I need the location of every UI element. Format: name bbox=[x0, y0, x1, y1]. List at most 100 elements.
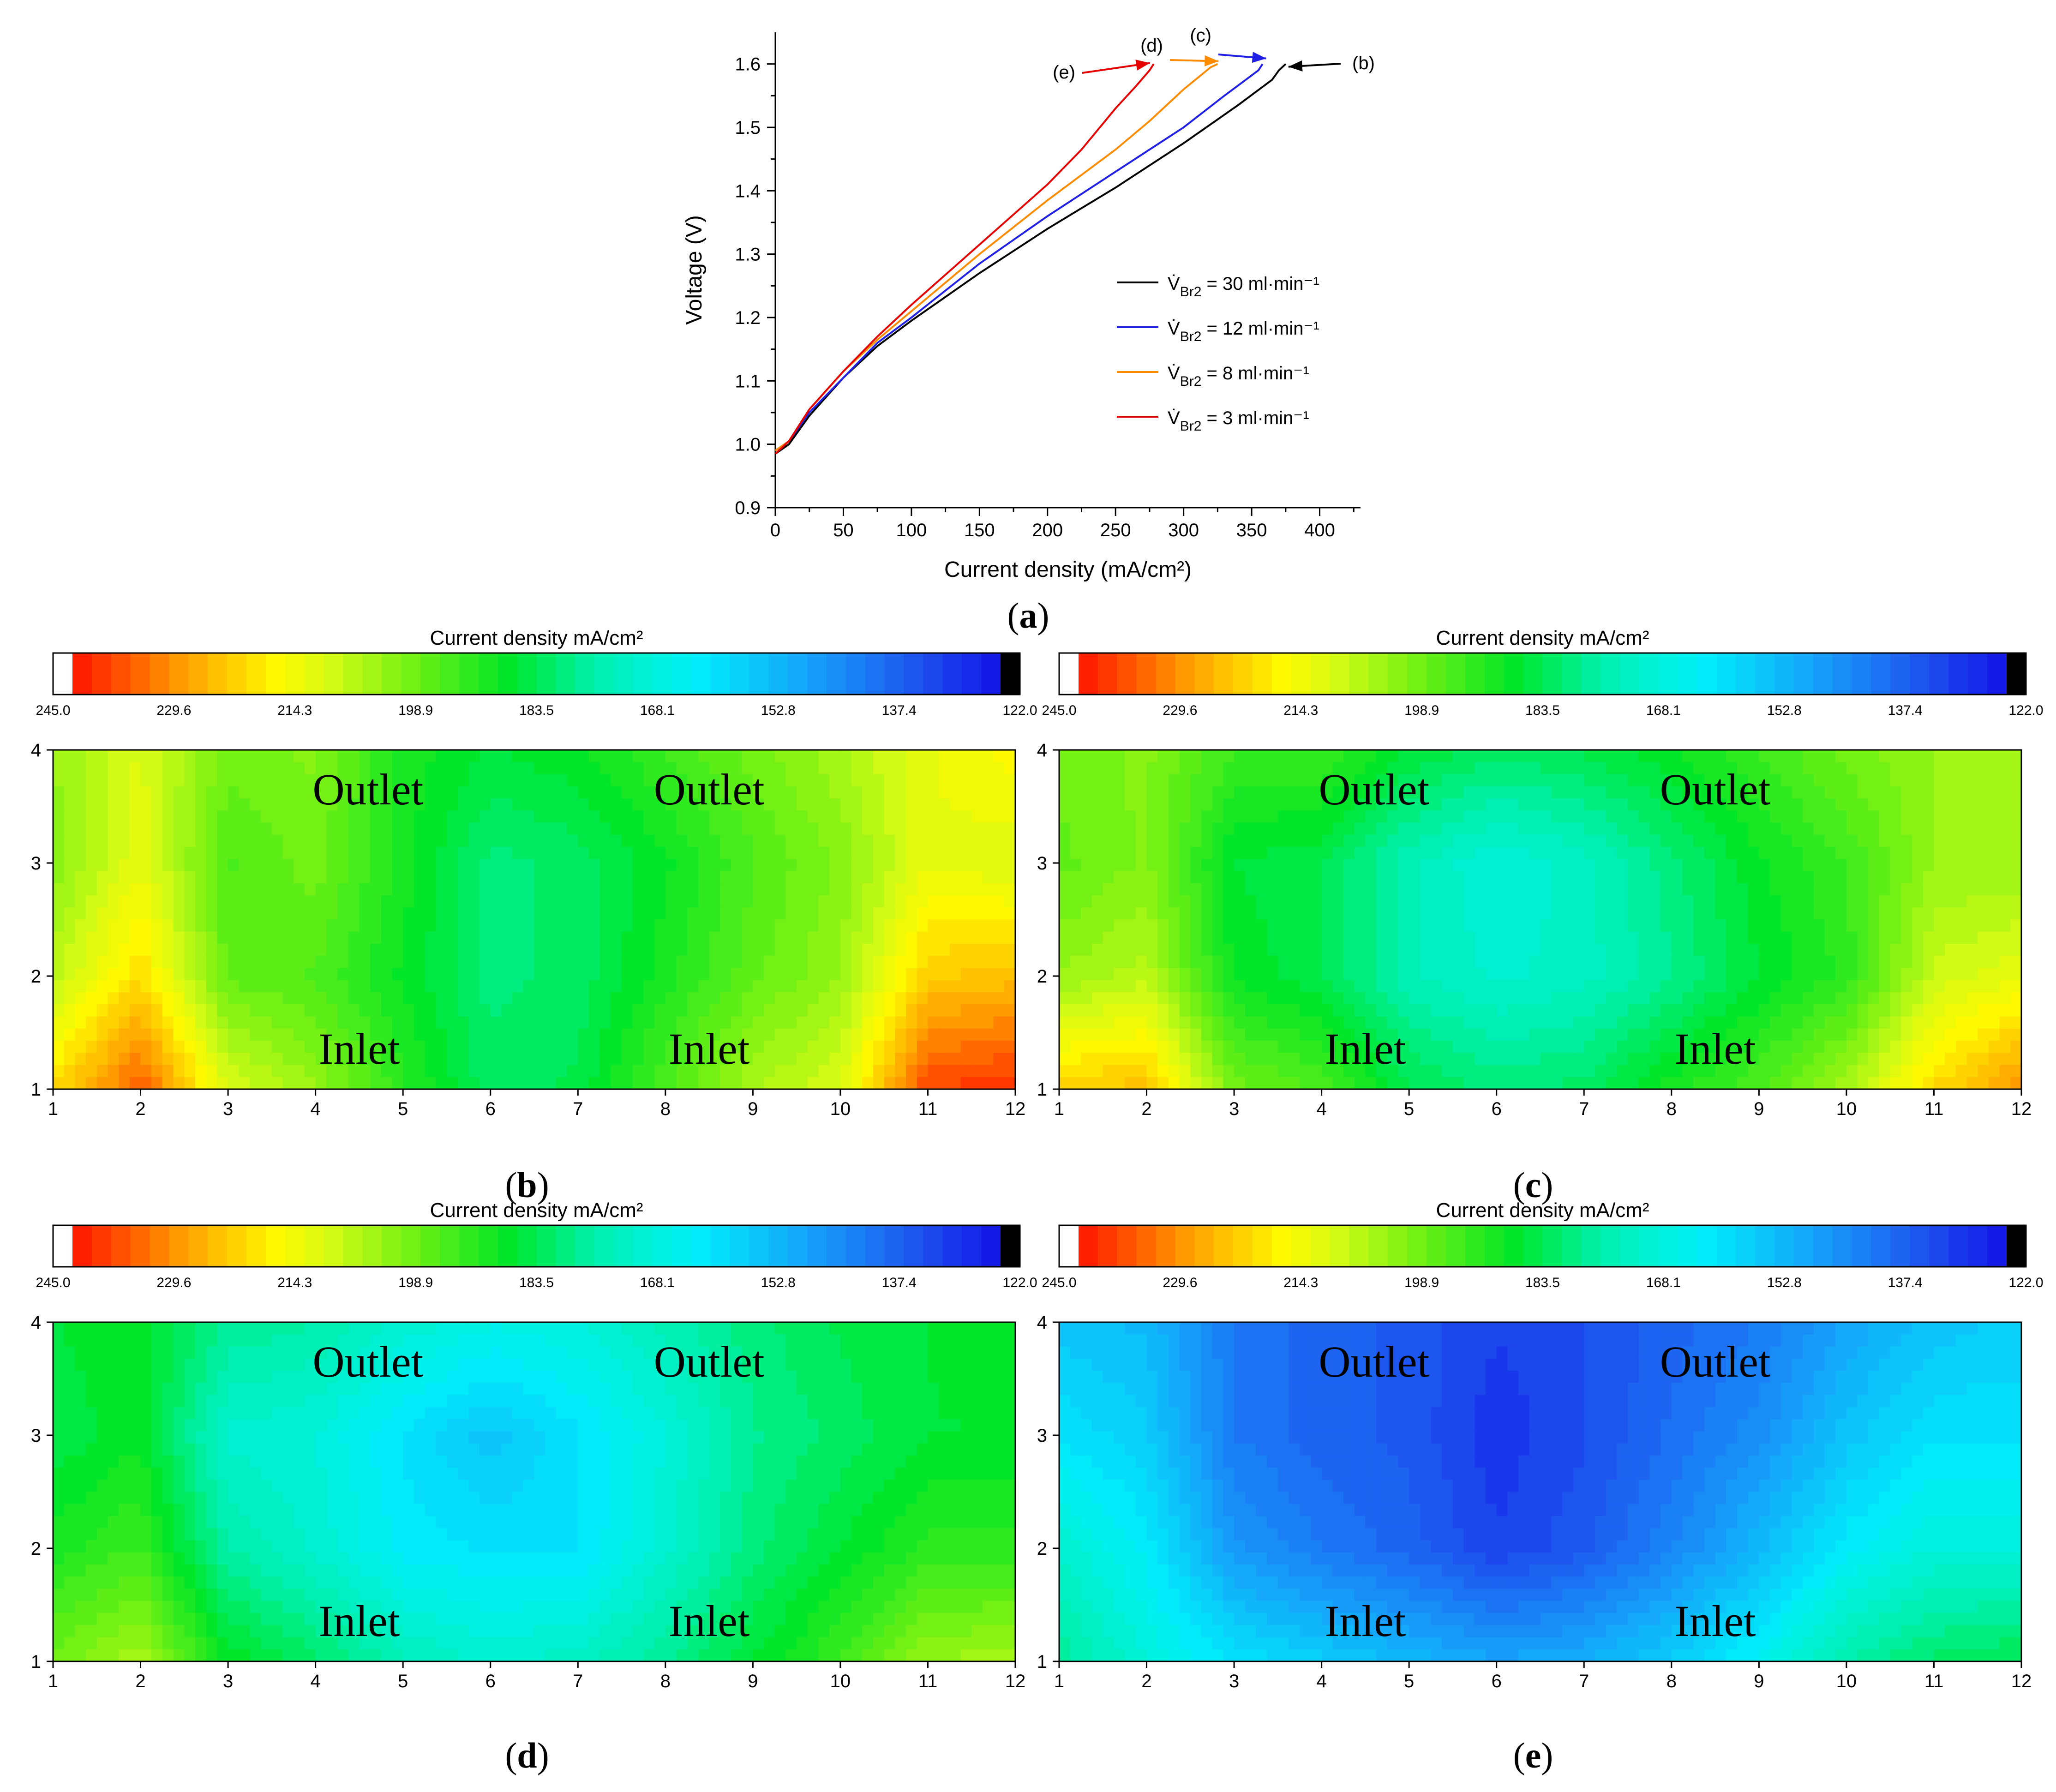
heat-cell bbox=[1343, 847, 1355, 860]
heat-cell bbox=[807, 895, 819, 908]
heat-cell bbox=[381, 1077, 393, 1090]
heat-cell bbox=[414, 1053, 426, 1066]
heat-cell bbox=[884, 944, 896, 957]
heat-cell bbox=[1934, 834, 1945, 847]
heat-cell bbox=[1004, 1065, 1016, 1078]
heat-cell bbox=[468, 774, 480, 787]
heat-cell bbox=[96, 1065, 108, 1078]
heat-cell bbox=[294, 798, 305, 811]
heat-cell bbox=[1496, 847, 1508, 860]
heat-cell bbox=[1846, 883, 1858, 896]
heat-cell bbox=[119, 956, 130, 969]
heat-cell bbox=[588, 883, 600, 896]
heat-cell bbox=[687, 1004, 699, 1017]
heat-cell bbox=[75, 980, 86, 993]
heat-cell bbox=[1824, 822, 1836, 835]
heat-cell bbox=[1070, 786, 1082, 799]
heat-cell bbox=[151, 1004, 163, 1017]
colorbar-segment bbox=[826, 653, 846, 695]
heat-cell bbox=[1135, 1041, 1147, 1054]
heat-cell bbox=[414, 822, 426, 835]
heat-cell bbox=[315, 1077, 327, 1090]
heat-cell bbox=[108, 1004, 119, 1017]
heat-cell bbox=[315, 1028, 327, 1041]
x-tick-label: 50 bbox=[833, 520, 854, 540]
colorbar-segment bbox=[768, 653, 788, 695]
heat-cell bbox=[785, 871, 797, 884]
heat-cell bbox=[1901, 810, 1912, 823]
heat-cell bbox=[96, 1004, 108, 1017]
heat-cell bbox=[414, 907, 426, 920]
heat-cell bbox=[1277, 1053, 1289, 1066]
heat-cell bbox=[239, 847, 251, 860]
heat-cell bbox=[676, 822, 688, 835]
heat-cell bbox=[1442, 980, 1453, 993]
heat-cell bbox=[1310, 895, 1322, 908]
heat-cell bbox=[1988, 1004, 2000, 1017]
heat-cell bbox=[1070, 1053, 1082, 1066]
heat-cell bbox=[326, 980, 338, 993]
heat-cell bbox=[895, 798, 906, 811]
heat-cell bbox=[403, 1028, 414, 1041]
colorbar-segment bbox=[285, 653, 305, 695]
heat-cell bbox=[1387, 956, 1399, 969]
heat-cell bbox=[348, 810, 360, 823]
heat-cell bbox=[1879, 834, 1891, 847]
heat-cell bbox=[1409, 919, 1421, 932]
heat-cell bbox=[370, 1041, 382, 1054]
heat-cell bbox=[1748, 956, 1760, 969]
heat-cell bbox=[1737, 919, 1749, 932]
heat-cell bbox=[315, 822, 327, 835]
heat-cell bbox=[1343, 798, 1355, 811]
heat-cell bbox=[709, 810, 721, 823]
heat-cell bbox=[348, 895, 360, 908]
heat-cell bbox=[851, 786, 863, 799]
heat-cell bbox=[1792, 750, 1803, 763]
heat-cell bbox=[1114, 1004, 1125, 1017]
heat-cell bbox=[501, 1028, 513, 1041]
heat-cell bbox=[1168, 847, 1180, 860]
heat-cell bbox=[1890, 1016, 1902, 1029]
heat-cell bbox=[1277, 919, 1289, 932]
heat-cell bbox=[1923, 1041, 1935, 1054]
heat-cell bbox=[1682, 883, 1694, 896]
heat-cell bbox=[1594, 968, 1606, 981]
heat-cell bbox=[359, 895, 371, 908]
heat-cell bbox=[425, 980, 437, 993]
heat-cell bbox=[1125, 798, 1136, 811]
heat-cell bbox=[588, 1041, 600, 1054]
heat-cell bbox=[370, 822, 382, 835]
heat-cell bbox=[764, 1053, 775, 1066]
heat-cell bbox=[282, 847, 294, 860]
colorbar-segment bbox=[1987, 653, 2007, 695]
heat-cell bbox=[1813, 859, 1825, 872]
heat-cell bbox=[1092, 1053, 1103, 1066]
heat-cell bbox=[1693, 834, 1705, 847]
colorbar-tick-label: 122.0 bbox=[2008, 703, 2043, 718]
heat-cell bbox=[151, 931, 163, 944]
heat-cell bbox=[895, 883, 906, 896]
heat-cell bbox=[1277, 786, 1289, 799]
heat-cell bbox=[2010, 847, 2022, 860]
heat-cell bbox=[599, 834, 611, 847]
heat-cell bbox=[818, 834, 830, 847]
heat-cell bbox=[1409, 1028, 1421, 1041]
heat-cell bbox=[599, 798, 611, 811]
heat-cell bbox=[436, 895, 447, 908]
heat-cell bbox=[818, 1016, 830, 1029]
heat-cell bbox=[294, 895, 305, 908]
heat-cell bbox=[1354, 968, 1366, 981]
heat-cell bbox=[1726, 944, 1738, 957]
heat-cell bbox=[1092, 883, 1103, 896]
heat-cell bbox=[1256, 919, 1267, 932]
heat-cell bbox=[1813, 919, 1825, 932]
heat-cell bbox=[1945, 1016, 1956, 1029]
heat-cell bbox=[1857, 822, 1869, 835]
heat-cell bbox=[1212, 1028, 1224, 1041]
heat-cell bbox=[1780, 883, 1792, 896]
heat-cell bbox=[1955, 895, 1967, 908]
heat-cell bbox=[906, 1077, 917, 1090]
heat-cell bbox=[64, 1077, 76, 1090]
heat-cell bbox=[206, 931, 218, 944]
heat-cell bbox=[1267, 883, 1278, 896]
